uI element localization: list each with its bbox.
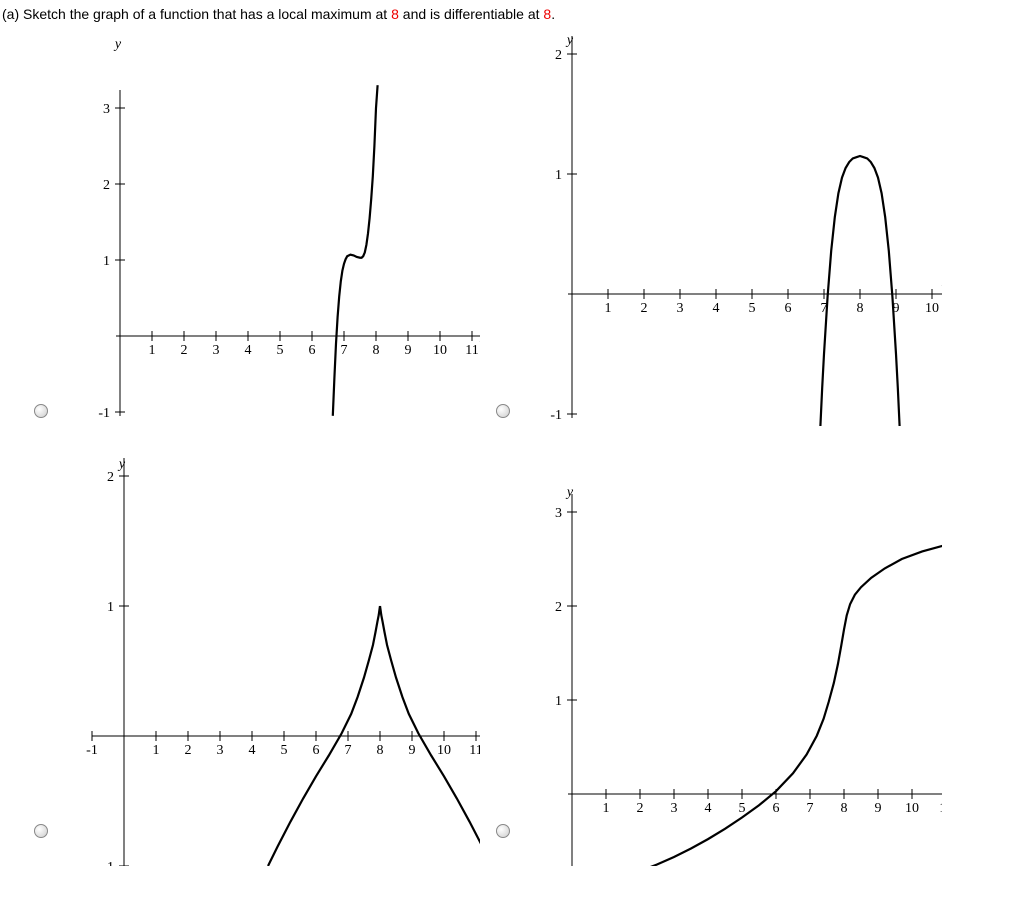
svg-text:4: 4 (245, 343, 252, 358)
svg-text:1: 1 (153, 743, 160, 758)
svg-text:x: x (479, 331, 480, 346)
svg-text:6: 6 (773, 801, 780, 816)
svg-text:1: 1 (555, 694, 562, 709)
svg-text:8: 8 (857, 301, 864, 316)
svg-text:1: 1 (103, 254, 110, 269)
svg-text:-1: -1 (102, 860, 114, 866)
svg-text:3: 3 (213, 343, 220, 358)
svg-text:2: 2 (637, 801, 644, 816)
svg-text:8: 8 (377, 743, 384, 758)
svg-text:1: 1 (107, 600, 114, 615)
q-num1: 8 (391, 6, 399, 22)
svg-text:5: 5 (749, 301, 756, 316)
svg-text:x: x (941, 275, 942, 290)
svg-text:6: 6 (309, 343, 316, 358)
option-bottom-left: -11234567891011-112yx (60, 446, 522, 866)
chart-top-left: 1 2 3 4 5 6 7 8 9 10 11 -1 1 2 3 y x (60, 26, 480, 426)
svg-text:6: 6 (785, 301, 792, 316)
chart-bottom-right: 1234567891011-1123yx (522, 446, 942, 866)
svg-text:6: 6 (313, 743, 320, 758)
svg-text:3: 3 (677, 301, 684, 316)
svg-text:10: 10 (925, 301, 939, 316)
svg-text:1: 1 (605, 301, 612, 316)
chart-top-right: 12345678910-112yx (522, 26, 942, 426)
radio-bottom-right[interactable] (496, 824, 510, 838)
radio-bottom-left[interactable] (34, 824, 48, 838)
svg-text:4: 4 (249, 743, 256, 758)
svg-text:y: y (565, 485, 574, 500)
svg-text:7: 7 (807, 801, 814, 816)
svg-text:9: 9 (405, 343, 412, 358)
option-bottom-right: 1234567891011-1123yx (522, 446, 984, 866)
svg-text:2: 2 (103, 178, 110, 193)
svg-text:5: 5 (739, 801, 746, 816)
svg-text:3: 3 (103, 102, 110, 117)
svg-text:11: 11 (465, 343, 478, 358)
svg-text:3: 3 (671, 801, 678, 816)
svg-text:4: 4 (713, 301, 720, 316)
svg-text:8: 8 (841, 801, 848, 816)
svg-text:3: 3 (555, 506, 562, 521)
svg-text:-1: -1 (98, 406, 110, 421)
svg-text:11: 11 (469, 743, 480, 758)
svg-text:11: 11 (939, 801, 942, 816)
option-top-left: 1 2 3 4 5 6 7 8 9 10 11 -1 1 2 3 y x (60, 26, 522, 446)
question-text: (a) Sketch the graph of a function that … (0, 0, 1024, 26)
chart-bottom-left: -11234567891011-112yx (60, 446, 480, 866)
svg-text:-1: -1 (550, 408, 562, 423)
svg-text:2: 2 (107, 470, 114, 485)
svg-text:2: 2 (181, 343, 188, 358)
svg-text:9: 9 (409, 743, 416, 758)
svg-text:2: 2 (555, 600, 562, 615)
svg-text:7: 7 (341, 343, 348, 358)
svg-text:2: 2 (185, 743, 192, 758)
svg-text:1: 1 (603, 801, 610, 816)
q-prefix: (a) Sketch the graph of a function that … (2, 6, 391, 22)
svg-text:y: y (565, 33, 574, 48)
svg-text:9: 9 (875, 801, 882, 816)
radio-top-right[interactable] (496, 404, 510, 418)
svg-text:1: 1 (149, 343, 156, 358)
svg-text:5: 5 (281, 743, 288, 758)
svg-text:10: 10 (437, 743, 451, 758)
svg-text:7: 7 (345, 743, 352, 758)
svg-text:10: 10 (433, 343, 447, 358)
svg-text:3: 3 (217, 743, 224, 758)
q-suffix: . (551, 6, 555, 22)
svg-text:2: 2 (555, 48, 562, 63)
svg-text:1: 1 (555, 168, 562, 183)
option-top-right: 12345678910-112yx (522, 26, 984, 446)
q-mid: and is differentiable at (399, 6, 544, 22)
svg-text:4: 4 (705, 801, 712, 816)
svg-text:-1: -1 (86, 743, 98, 758)
svg-text:2: 2 (641, 301, 648, 316)
radio-top-left[interactable] (34, 404, 48, 418)
svg-text:y: y (117, 457, 126, 472)
svg-text:y: y (113, 37, 122, 52)
svg-text:5: 5 (277, 343, 284, 358)
svg-text:8: 8 (373, 343, 380, 358)
svg-text:10: 10 (905, 801, 919, 816)
